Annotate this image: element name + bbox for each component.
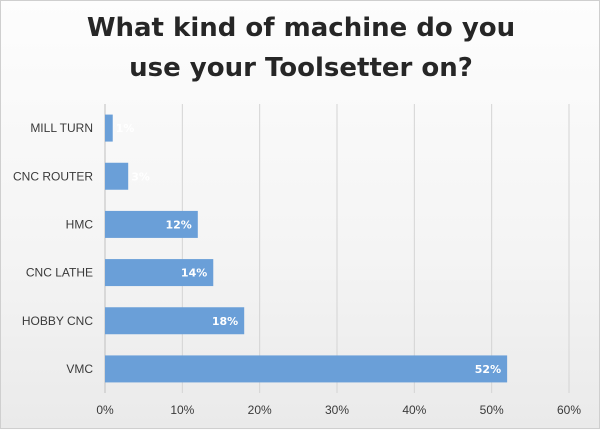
- chart-title-line-1: What kind of machine do you: [86, 13, 516, 43]
- data-label: 14%: [181, 267, 207, 280]
- category-label: HOBBY CNC: [22, 314, 93, 328]
- chart-title-line-2: use your Toolsetter on?: [129, 53, 473, 83]
- x-tick-label: 20%: [248, 403, 272, 417]
- bar: [105, 114, 113, 142]
- bar: [105, 259, 214, 287]
- data-label: 52%: [475, 363, 501, 376]
- x-tick-label: 0%: [96, 403, 114, 417]
- bar: [105, 307, 245, 335]
- category-label: MILL TURN: [30, 121, 93, 135]
- data-label: 18%: [212, 315, 238, 328]
- data-label: 1%: [116, 122, 135, 135]
- x-tick-label: 60%: [557, 403, 581, 417]
- category-label: HMC: [66, 217, 94, 231]
- category-label: CNC LATHE: [26, 266, 93, 280]
- bar: [105, 162, 129, 190]
- data-label: 12%: [165, 218, 191, 231]
- x-tick-label: 50%: [480, 403, 504, 417]
- x-tick-label: 10%: [170, 403, 194, 417]
- bar: [105, 355, 508, 383]
- category-label: VMC: [66, 362, 93, 376]
- x-tick-label: 30%: [325, 403, 349, 417]
- data-label: 3%: [131, 170, 150, 183]
- x-tick-label: 40%: [402, 403, 426, 417]
- category-label: CNC ROUTER: [13, 169, 93, 183]
- bar: [105, 210, 198, 238]
